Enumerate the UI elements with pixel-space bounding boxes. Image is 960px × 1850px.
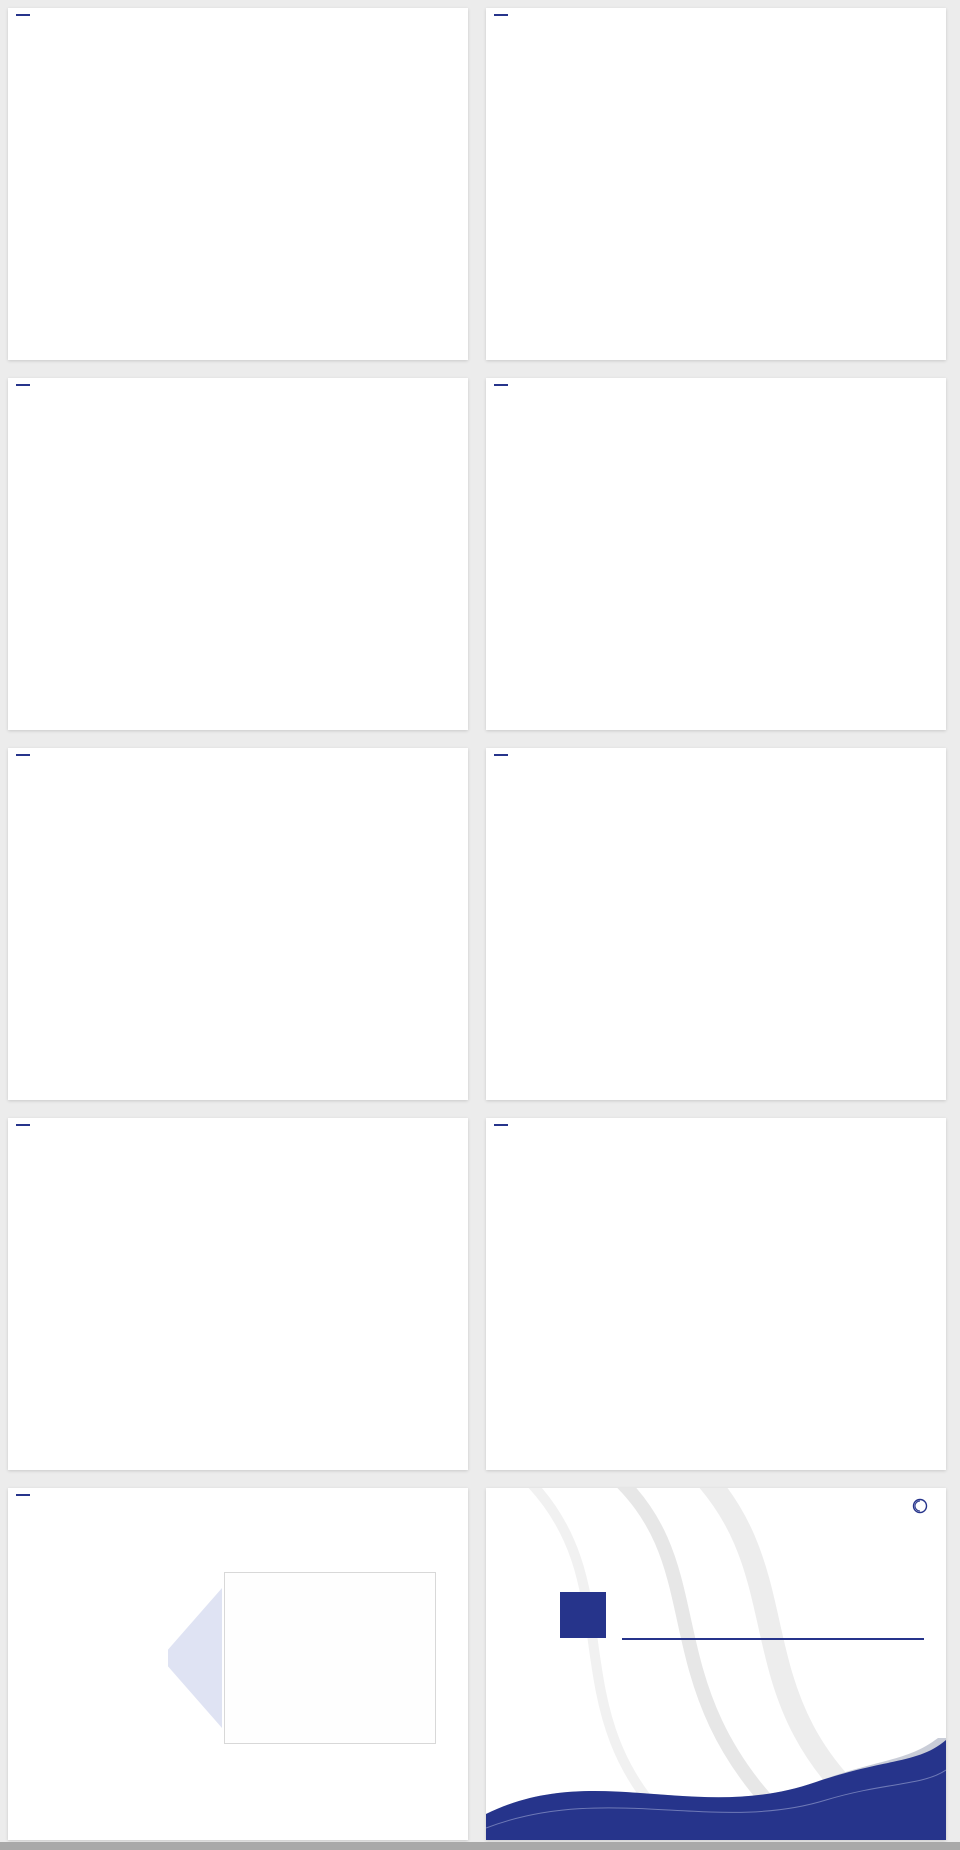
brand-logo-bar	[16, 384, 30, 386]
slide-51	[486, 1488, 946, 1840]
text-block	[798, 104, 932, 109]
funnel-connector-shape	[168, 1588, 222, 1728]
brand-logo	[494, 13, 508, 16]
brand-logo	[494, 753, 508, 756]
text-block	[251, 224, 435, 229]
brand-emblem-icon	[912, 1498, 928, 1514]
bar-panel	[224, 1572, 436, 1744]
brand-logo	[16, 13, 30, 16]
slide-43	[486, 8, 946, 360]
brand-logo	[16, 753, 30, 756]
slide-47	[486, 748, 946, 1100]
brand-logo	[494, 1123, 508, 1126]
text-block	[798, 194, 932, 199]
brand-logo-bar	[494, 1124, 508, 1126]
text-block	[50, 224, 234, 229]
brand-logo-bar	[16, 754, 30, 756]
brand-logo-bar	[494, 754, 508, 756]
slide-44	[8, 378, 468, 730]
brand-logo	[16, 383, 30, 386]
slide-42	[8, 8, 468, 360]
slide-48	[8, 1118, 468, 1470]
brand-logo-bar	[494, 14, 508, 16]
section-number	[560, 1592, 606, 1638]
brand-logo	[16, 1123, 30, 1126]
brand-logo-bar	[494, 384, 508, 386]
slide-45	[486, 378, 946, 730]
slide-49	[486, 1118, 946, 1470]
brand-logo	[494, 383, 508, 386]
title-underline	[622, 1638, 924, 1640]
brand-logo-bar	[16, 1494, 30, 1496]
slide-46	[8, 748, 468, 1100]
slide-50	[8, 1488, 468, 1840]
bottom-wave	[486, 1738, 946, 1840]
page-bottom-edge	[0, 1842, 960, 1850]
brand-logo	[16, 1493, 30, 1496]
brand-logo-large	[912, 1498, 932, 1514]
brand-logo-bar	[16, 1124, 30, 1126]
brand-logo-bar	[16, 14, 30, 16]
